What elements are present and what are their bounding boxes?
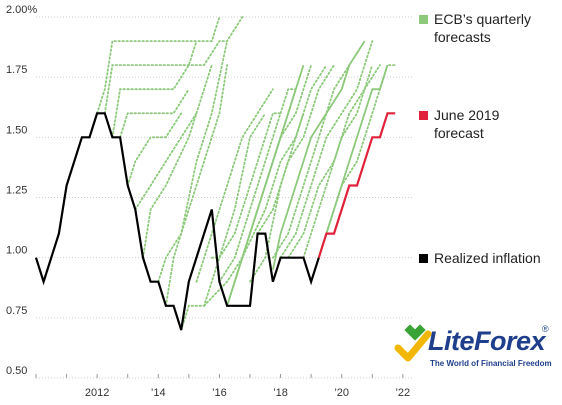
forecast-line-20 <box>302 64 381 259</box>
realized-inflation-line <box>34 112 320 331</box>
x-tick-label: ’22 <box>395 387 410 399</box>
liteforex-tagline: The World of Financial Freedom <box>430 359 552 368</box>
x-tick-label: ’20 <box>334 387 349 399</box>
forecast-line-16 <box>256 64 335 235</box>
forecast-line-9 <box>180 112 267 331</box>
forecast-line-21 <box>310 64 397 283</box>
forecast-lines <box>96 16 397 331</box>
y-tick-label: 0.75 <box>6 305 27 317</box>
forecast-line-3 <box>119 88 190 139</box>
y-tick-label: 0.50 <box>6 365 27 377</box>
forecast-line-18 <box>279 40 374 259</box>
legend-label-realized: Realized inflation <box>434 250 541 266</box>
legend-item-realized: Realized inflation <box>419 249 559 267</box>
forecast-line-10 <box>195 88 274 283</box>
forecast-line-17 <box>272 64 351 259</box>
liteforex-watermark: LiteForex ® The World of Financial Freed… <box>392 322 557 374</box>
x-axis: 2012 ’14 ’16 ’18 ’20 ’22 <box>35 374 410 399</box>
forecast-line-12 <box>218 88 297 283</box>
legend-swatch-june-forecast <box>419 111 428 120</box>
forecast-line-11 <box>210 112 282 259</box>
forecast-line-2 <box>111 40 198 139</box>
forecast-solid-line-1 <box>272 40 366 270</box>
forecast-line-5 <box>134 112 198 211</box>
y-tick-label: 1.00 <box>6 245 27 257</box>
legend-swatch-realized <box>419 254 428 263</box>
x-tick-label: ’14 <box>151 387 166 399</box>
main-lines <box>34 112 396 331</box>
y-axis: 2.00% 1.75 1.50 1.25 1.00 0.75 0.50 <box>6 4 37 377</box>
y-tick-label: 1.75 <box>6 64 27 76</box>
forecast-solid-line-0 <box>226 64 305 307</box>
x-tick-label: ’16 <box>212 387 227 399</box>
registered-mark: ® <box>542 324 549 334</box>
forecast-line-22 <box>203 112 305 307</box>
forecast-line-1 <box>103 16 244 115</box>
forecast-line-7 <box>157 40 228 283</box>
x-tick-label: 2012 <box>85 387 109 399</box>
forecast-line-8 <box>165 64 228 307</box>
liteforex-wordmark: LiteForex <box>428 326 546 356</box>
forecast-line-19 <box>287 64 374 259</box>
forecast-line-0 <box>96 16 221 115</box>
legend-label-june-forecast: June 2019 forecast <box>434 107 500 141</box>
legend-item-june-forecast: June 2019 forecast <box>419 106 549 142</box>
forecast-line-6 <box>142 64 213 259</box>
legend-swatch-forecasts <box>419 15 428 24</box>
y-tick-label: 1.50 <box>6 124 27 136</box>
x-tick-label: ’18 <box>273 387 288 399</box>
legend-label-forecasts: ECB’s quarterly forecasts <box>434 11 532 45</box>
forecast-line-4 <box>126 112 183 187</box>
june-2019-forecast-line <box>317 112 396 259</box>
forecast-solid-line-2 <box>317 64 389 258</box>
forecast-line-15 <box>249 64 328 283</box>
legend-item-forecasts: ECB’s quarterly forecasts <box>419 10 559 46</box>
liteforex-logo-icon <box>394 324 432 362</box>
y-tick-label: 2.00% <box>6 4 37 16</box>
y-tick-label: 1.25 <box>6 185 27 197</box>
